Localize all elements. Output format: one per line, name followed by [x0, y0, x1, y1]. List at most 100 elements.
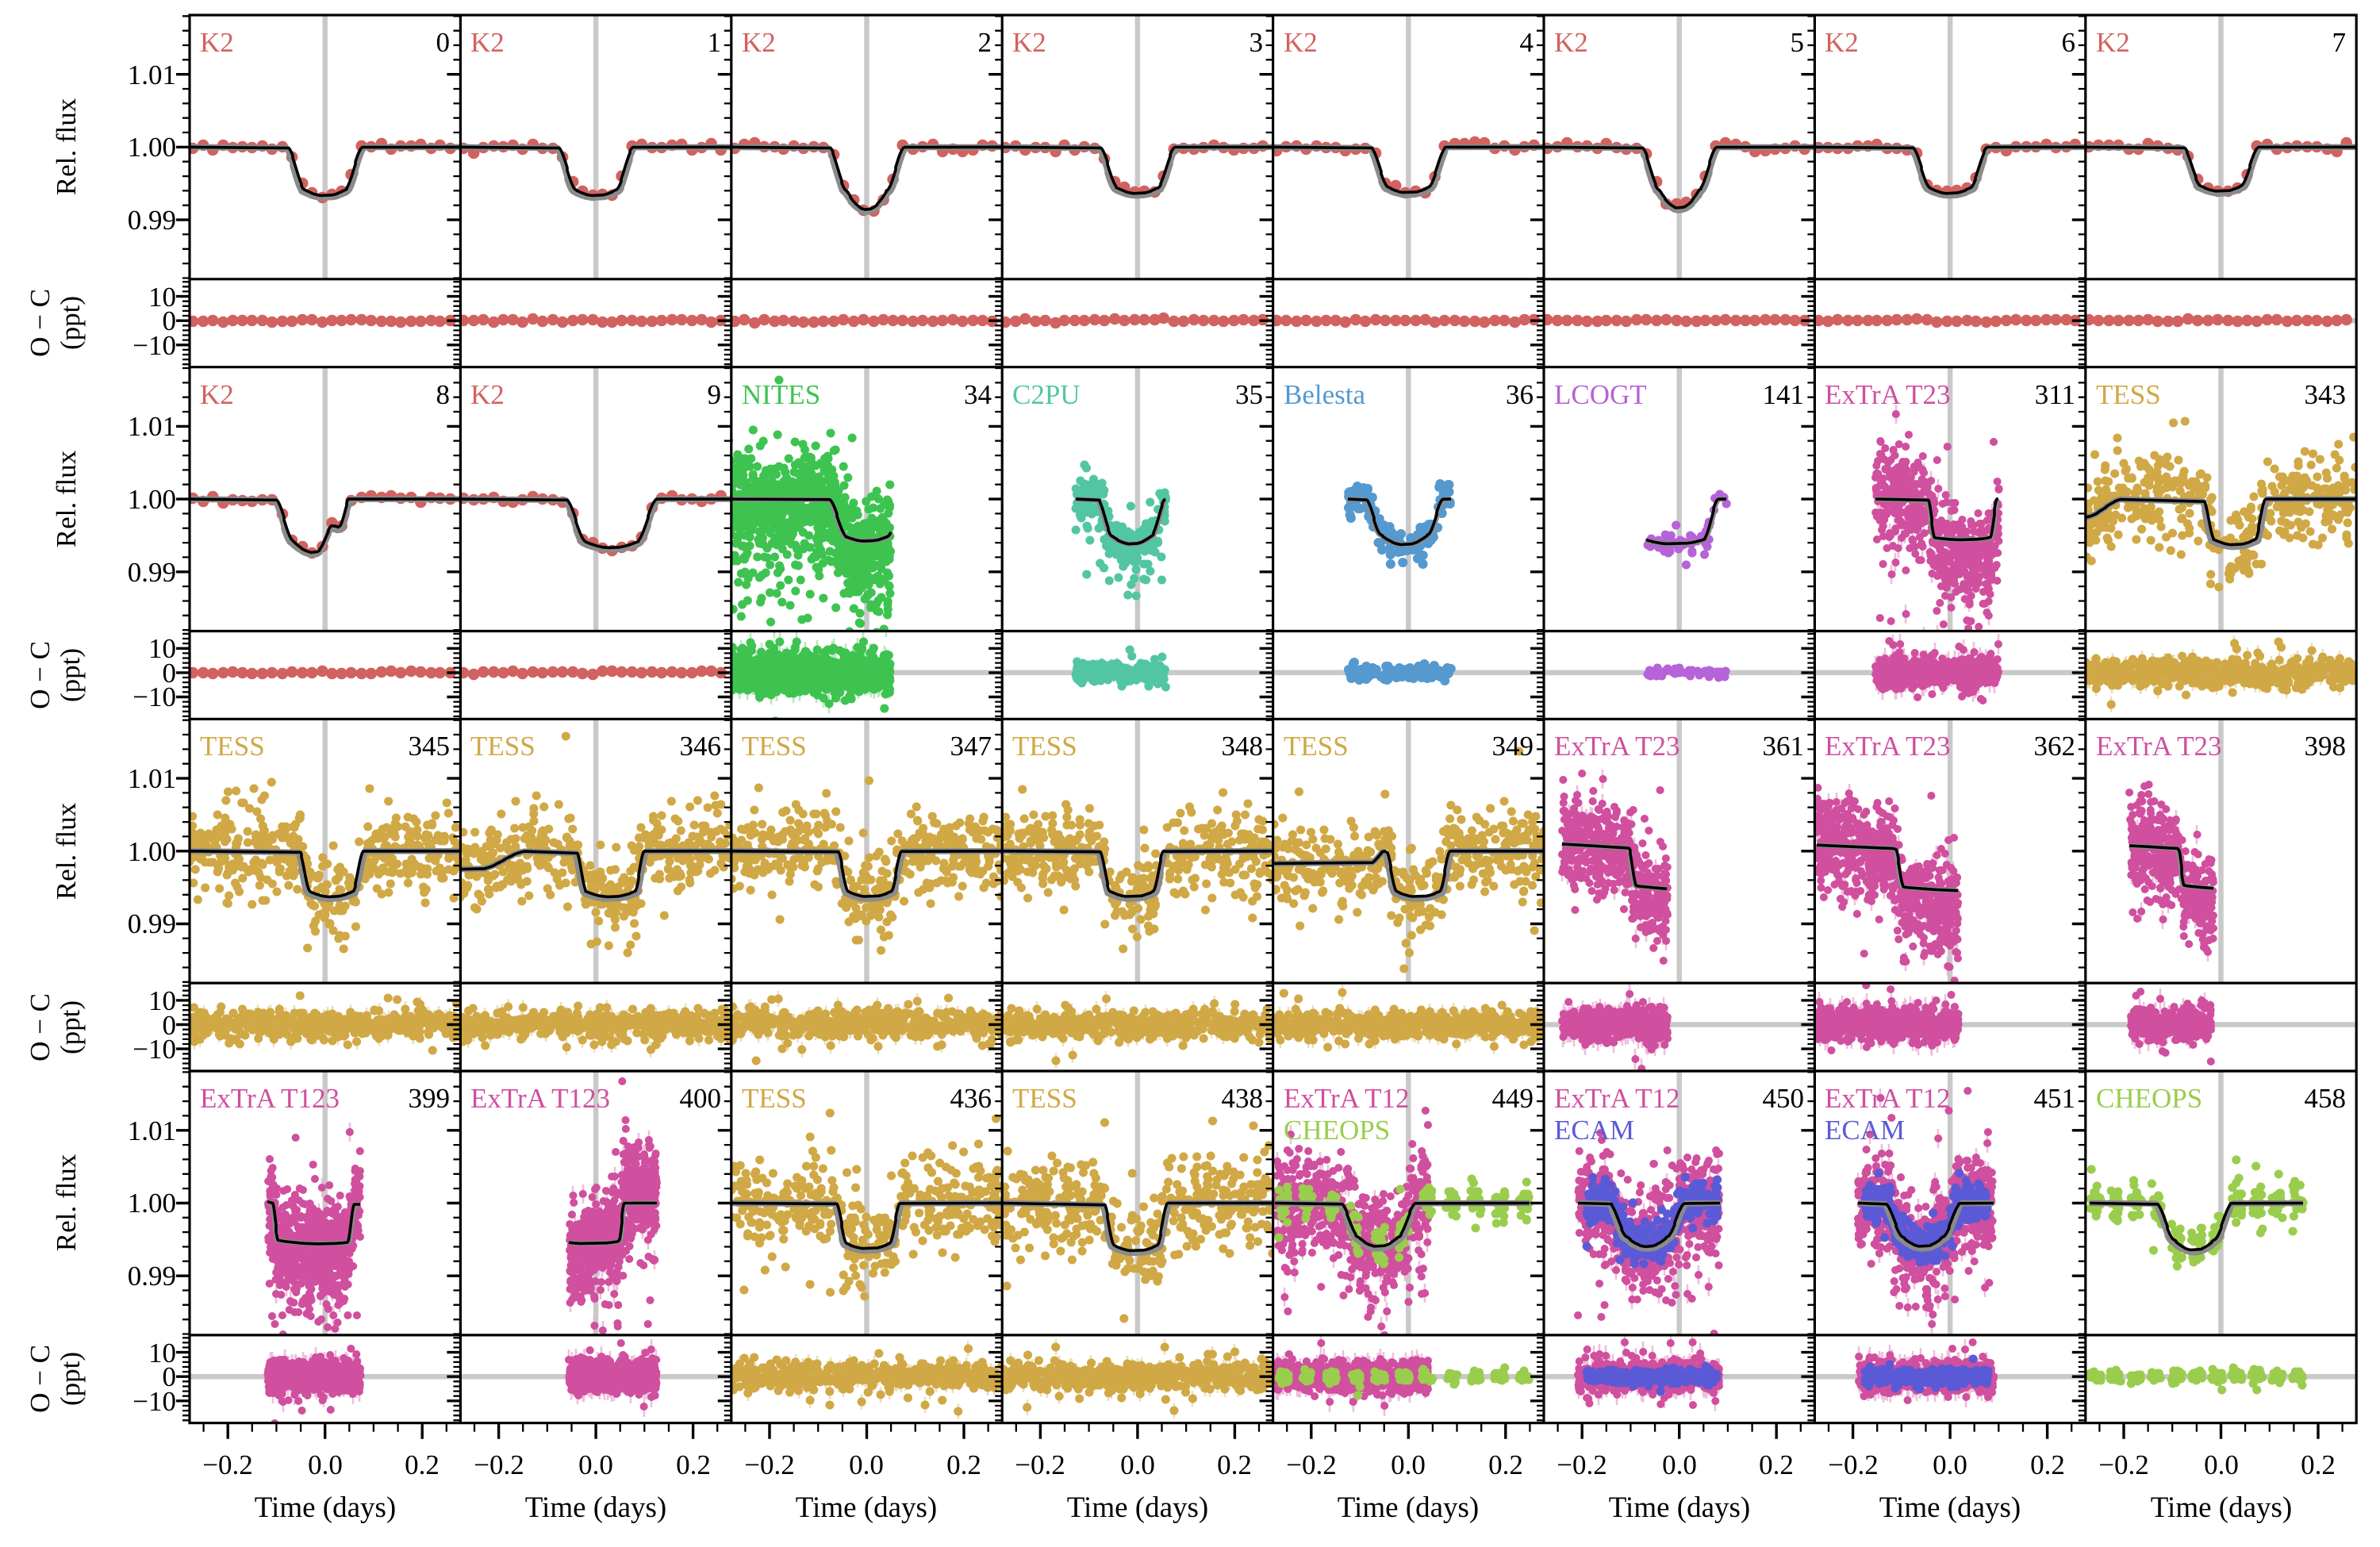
svg-text:0.0: 0.0	[1933, 1449, 1967, 1480]
svg-text:ExTrA T23: ExTrA T23	[2096, 731, 2222, 762]
svg-text:−0.2: −0.2	[1015, 1449, 1065, 1480]
svg-text:0: 0	[163, 305, 177, 336]
svg-text:−0.2: −0.2	[474, 1449, 524, 1480]
svg-text:9: 9	[708, 379, 722, 410]
svg-text:ExTrA T123: ExTrA T123	[470, 1083, 610, 1114]
svg-text:35: 35	[1235, 379, 1263, 410]
svg-text:0.99: 0.99	[128, 557, 176, 588]
svg-text:0.0: 0.0	[308, 1449, 343, 1480]
svg-text:−0.2: −0.2	[202, 1449, 253, 1480]
svg-text:0.2: 0.2	[1488, 1449, 1523, 1480]
svg-text:311: 311	[2035, 379, 2075, 410]
svg-text:399: 399	[409, 1083, 451, 1114]
svg-text:O − C: O − C	[25, 1345, 56, 1413]
svg-text:K2: K2	[470, 379, 505, 410]
svg-text:0.0: 0.0	[849, 1449, 884, 1480]
svg-text:0: 0	[163, 1010, 177, 1041]
svg-text:TESS: TESS	[2096, 379, 2161, 410]
svg-text:0.2: 0.2	[405, 1449, 440, 1480]
svg-text:Time (days): Time (days)	[1067, 1491, 1209, 1524]
svg-text:398: 398	[2305, 731, 2347, 762]
svg-text:346: 346	[680, 731, 722, 762]
svg-text:0.2: 0.2	[2030, 1449, 2065, 1480]
svg-text:0.0: 0.0	[578, 1449, 613, 1480]
svg-text:−0.2: −0.2	[1557, 1449, 1607, 1480]
svg-text:−0.2: −0.2	[1828, 1449, 1879, 1480]
svg-text:Time (days): Time (days)	[796, 1491, 938, 1524]
svg-text:8: 8	[436, 379, 451, 410]
svg-text:K2: K2	[1825, 27, 1859, 58]
svg-text:−10: −10	[132, 1034, 176, 1065]
svg-text:ECAM: ECAM	[1554, 1115, 1634, 1146]
svg-text:Time (days): Time (days)	[1609, 1491, 1751, 1524]
svg-text:34: 34	[964, 379, 992, 410]
svg-text:2: 2	[978, 27, 992, 58]
svg-text:1.00: 1.00	[128, 132, 176, 163]
svg-text:Time (days): Time (days)	[2151, 1491, 2293, 1524]
svg-text:0.99: 0.99	[128, 1261, 176, 1292]
svg-text:458: 458	[2305, 1083, 2347, 1114]
svg-text:10: 10	[148, 633, 176, 664]
svg-text:NITES: NITES	[742, 379, 820, 410]
svg-text:0.0: 0.0	[2204, 1449, 2239, 1480]
svg-text:TESS: TESS	[1284, 731, 1349, 762]
svg-text:K2: K2	[2096, 27, 2130, 58]
svg-text:1: 1	[708, 27, 722, 58]
svg-text:−0.2: −0.2	[744, 1449, 795, 1480]
svg-text:CHEOPS: CHEOPS	[1284, 1115, 1390, 1146]
svg-text:0.0: 0.0	[1391, 1449, 1426, 1480]
svg-text:K2: K2	[742, 27, 776, 58]
svg-text:ECAM: ECAM	[1825, 1115, 1905, 1146]
svg-text:347: 347	[950, 731, 992, 762]
svg-text:O − C: O − C	[25, 993, 56, 1061]
svg-text:1.01: 1.01	[128, 411, 176, 442]
svg-text:0.2: 0.2	[2301, 1449, 2336, 1480]
svg-text:0.2: 0.2	[1759, 1449, 1794, 1480]
svg-text:0.99: 0.99	[128, 908, 176, 939]
svg-text:K2: K2	[1012, 27, 1046, 58]
svg-text:CHEOPS: CHEOPS	[2096, 1083, 2202, 1114]
svg-text:10: 10	[148, 985, 176, 1016]
svg-text:1.01: 1.01	[128, 60, 176, 90]
svg-text:450: 450	[1763, 1083, 1805, 1114]
svg-text:(ppt): (ppt)	[55, 648, 86, 702]
svg-text:K2: K2	[470, 27, 505, 58]
svg-text:K2: K2	[1554, 27, 1588, 58]
svg-text:TESS: TESS	[470, 731, 536, 762]
svg-text:436: 436	[950, 1083, 992, 1114]
svg-text:ExTrA T23: ExTrA T23	[1825, 379, 1951, 410]
svg-text:(ppt): (ppt)	[55, 296, 86, 350]
svg-text:−10: −10	[132, 330, 176, 361]
svg-text:1.01: 1.01	[128, 763, 176, 794]
svg-text:ExTrA T12: ExTrA T12	[1554, 1083, 1680, 1114]
svg-text:1.00: 1.00	[128, 484, 176, 515]
svg-text:(ppt): (ppt)	[55, 1352, 86, 1406]
svg-text:ExTrA T12: ExTrA T12	[1825, 1083, 1951, 1114]
svg-text:0.99: 0.99	[128, 205, 176, 236]
svg-text:LCOGT: LCOGT	[1554, 379, 1647, 410]
svg-text:361: 361	[1763, 731, 1805, 762]
svg-text:K2: K2	[200, 379, 234, 410]
svg-text:TESS: TESS	[1012, 731, 1077, 762]
svg-text:0: 0	[163, 658, 177, 689]
svg-text:K2: K2	[1284, 27, 1318, 58]
svg-text:ExTrA T123: ExTrA T123	[200, 1083, 340, 1114]
svg-text:ExTrA T12: ExTrA T12	[1284, 1083, 1410, 1114]
svg-text:TESS: TESS	[1012, 1083, 1077, 1114]
svg-text:Rel. flux: Rel. flux	[51, 802, 82, 900]
svg-text:1.01: 1.01	[128, 1115, 176, 1146]
svg-text:349: 349	[1492, 731, 1534, 762]
svg-text:362: 362	[2034, 731, 2076, 762]
svg-text:C2PU: C2PU	[1012, 379, 1081, 410]
svg-text:345: 345	[409, 731, 451, 762]
svg-text:Time (days): Time (days)	[1879, 1491, 2021, 1524]
svg-text:ExTrA T23: ExTrA T23	[1554, 731, 1680, 762]
svg-text:3: 3	[1250, 27, 1264, 58]
svg-text:Rel. flux: Rel. flux	[51, 98, 82, 195]
svg-text:Rel. flux: Rel. flux	[51, 1154, 82, 1251]
svg-text:449: 449	[1492, 1083, 1534, 1114]
svg-text:Rel. flux: Rel. flux	[51, 450, 82, 547]
svg-text:0.0: 0.0	[1662, 1449, 1697, 1480]
svg-text:TESS: TESS	[742, 1083, 807, 1114]
svg-text:5: 5	[1791, 27, 1805, 58]
